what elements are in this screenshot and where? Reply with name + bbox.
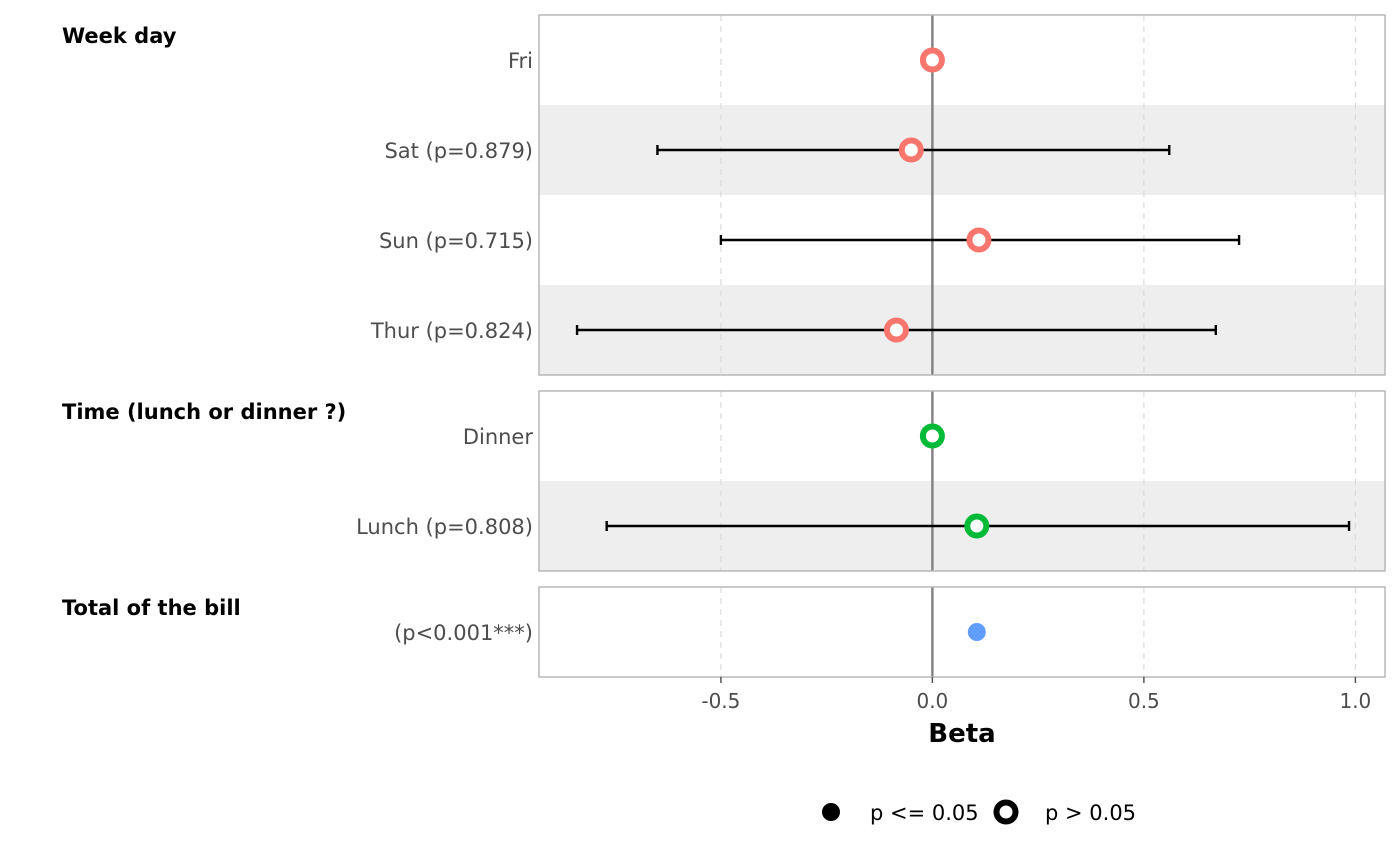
point-estimate <box>898 137 924 163</box>
point-estimate <box>967 623 986 641</box>
x-axis-title: Beta <box>928 719 995 749</box>
legend-label: p > 0.05 <box>1045 801 1136 825</box>
group-title: Time (lunch or dinner ?) <box>62 400 346 424</box>
row-label: (p<0.001***) <box>394 621 533 645</box>
point-estimate <box>919 47 945 73</box>
point-estimate <box>883 317 909 343</box>
group-title: Total of the bill <box>62 596 241 620</box>
legend-filled-marker <box>822 803 840 821</box>
x-tick-label: 0.5 <box>1128 689 1160 713</box>
row-label: Thur (p=0.824) <box>370 319 533 343</box>
x-tick-label: 1.0 <box>1339 689 1371 713</box>
group-title: Week day <box>62 24 177 48</box>
x-tick-label: 0.0 <box>916 689 948 713</box>
row-label: Lunch (p=0.808) <box>356 515 533 539</box>
legend-label: p <= 0.05 <box>870 801 979 825</box>
row-label: Dinner <box>463 425 534 449</box>
panel-border <box>538 14 1386 376</box>
x-tick-label: -0.5 <box>701 689 740 713</box>
row-label: Sun (p=0.715) <box>379 229 533 253</box>
point-estimate <box>919 423 945 449</box>
row-label: Sat (p=0.879) <box>384 139 533 163</box>
panel-border <box>538 390 1386 572</box>
row-label: Fri <box>508 49 533 73</box>
point-estimate <box>964 513 990 539</box>
point-estimate <box>966 227 992 253</box>
panel-border <box>538 586 1386 678</box>
legend-hollow-marker <box>993 799 1019 825</box>
